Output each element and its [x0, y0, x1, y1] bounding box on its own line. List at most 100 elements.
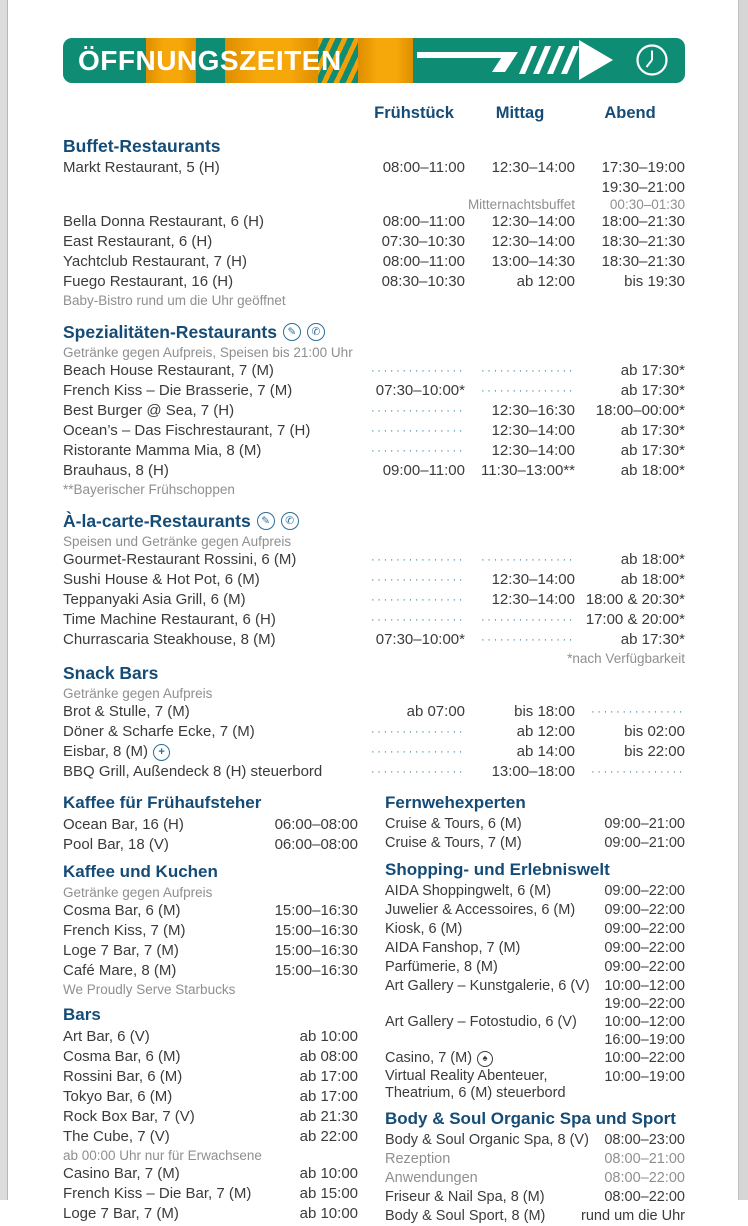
- list-item: Loge 7 Bar, 7 (M) ab 10:00: [63, 1204, 358, 1224]
- plus-circle-icon: +: [153, 743, 171, 761]
- list-item: Anwendungen 08:00–22:00: [385, 1169, 685, 1188]
- time-mittag: 12:30–14:00: [491, 213, 575, 230]
- venue-time: ab 21:30: [299, 1108, 358, 1125]
- venue-time: 08:00–22:00: [604, 1170, 685, 1186]
- time-abend: ab 17:30*: [620, 422, 685, 439]
- table-row: Teppanyaki Asia Grill, 6 (M) ············…: [63, 590, 685, 610]
- venue-time: 15:00–16:30: [274, 962, 358, 979]
- table-row: Beach House Restaurant, 7 (M) ···········…: [63, 361, 685, 381]
- venue-name: AIDA Fanshop, 7 (M): [385, 940, 521, 956]
- venue-name: Body & Soul Organic Spa, 8 (V): [385, 1132, 589, 1148]
- venue-name: Pool Bar, 18 (V): [63, 836, 169, 853]
- section-title-kaffee-und-kuchen: Kaffee und Kuchen: [63, 862, 218, 881]
- time-abend: ab 17:30*: [620, 442, 685, 459]
- venue-name: Time Machine Restaurant, 6 (H): [63, 611, 276, 628]
- clock-icon: [636, 44, 668, 76]
- time-abend: 18:00–00:00*: [595, 402, 685, 419]
- time-abend: ab 17:30*: [620, 382, 685, 399]
- venue-name: Yachtclub Restaurant, 7 (H): [63, 253, 247, 270]
- section-title-bars: Bars: [63, 1005, 101, 1024]
- closed-dots: ···············: [481, 385, 575, 397]
- section-subtitle: Getränke gegen Aufpreis, Speisen bis 21:…: [63, 345, 353, 360]
- venue-time: 09:00–22:00: [604, 940, 685, 956]
- orange-band: [358, 38, 413, 83]
- section-note: Baby-Bistro rund um die Uhr geöffnet: [63, 293, 286, 308]
- venue-name: Ocean’s – Das Fischrestaurant, 7 (H): [63, 422, 311, 439]
- time-abend: 00:30–01:30: [609, 197, 685, 212]
- venue-name: Cosma Bar, 6 (M): [63, 902, 181, 919]
- page-right-edge: [738, 0, 748, 1200]
- venue-name: Gourmet-Restaurant Rossini, 6 (M): [63, 551, 297, 568]
- table-row: Ocean’s – Das Fischrestaurant, 7 (H) ····…: [63, 421, 685, 441]
- bottom-columns: Kaffee für Frühaufsteher Ocean Bar, 16 (…: [63, 786, 685, 1226]
- section-title-spezialitaeten-restaurants: Spezialitäten-Restaurants ✎ ✆: [63, 321, 685, 343]
- venue-time: 06:00–08:00: [274, 836, 358, 853]
- venue-time: 08:00–22:00: [604, 1189, 685, 1205]
- venue-name: French Kiss – Die Brasserie, 7 (M): [63, 382, 293, 399]
- page-title: ÖFFNUNGSZEITEN: [78, 44, 342, 76]
- list-item: Cruise & Tours, 6 (M) 09:00–21:00: [385, 815, 685, 834]
- list-item: Cosma Bar, 6 (M) ab 08:00: [63, 1047, 358, 1067]
- venue-time-2: 19:00–22:00: [604, 996, 685, 1012]
- venue-name: Kiosk, 6 (M): [385, 921, 463, 937]
- venue-name: Bella Donna Restaurant, 6 (H): [63, 213, 264, 230]
- list-item: Friseur & Nail Spa, 8 (M) 08:00–22:00: [385, 1188, 685, 1207]
- time-abend: ab 17:30*: [620, 631, 685, 648]
- venue-name: Art Bar, 6 (V): [63, 1028, 150, 1045]
- venue-time: 10:00–22:00: [604, 1050, 685, 1066]
- table-row: 19:30–21:00: [63, 178, 685, 197]
- venue-name: Rock Box Bar, 7 (V): [63, 1108, 195, 1125]
- venue-name: Casino, 7 (M): [385, 1050, 473, 1066]
- time-column-headers: Frühstück Mittag Abend: [63, 103, 685, 123]
- availability-footnote: *nach Verfügbarkeit: [567, 651, 685, 666]
- venue-name: The Cube, 7 (V): [63, 1128, 170, 1145]
- time-abend: ab 18:00*: [620, 462, 685, 479]
- list-item: Casino, 7 (M) ♠ 10:00–22:00: [385, 1049, 685, 1068]
- closed-dots: ···············: [371, 726, 465, 738]
- table-row: Brauhaus, 8 (H) 09:00–11:00 11:30–13:00** a…: [63, 461, 685, 481]
- list-item: Rock Box Bar, 7 (V) ab 21:30: [63, 1107, 358, 1127]
- table-row: French Kiss – Die Brasserie, 7 (M) 07:30–…: [63, 381, 685, 401]
- section-title-body-soul-spa-sport: Body & Soul Organic Spa und Sport: [385, 1109, 676, 1128]
- orange-band: [146, 38, 196, 83]
- list-item: Café Mare, 8 (M) 15:00–16:30: [63, 961, 358, 981]
- hatch-stripes-decoration: [318, 38, 358, 83]
- table-row: Markt Restaurant, 5 (H) 08:00–11:00 12:30–…: [63, 158, 685, 178]
- time-mittag: 12:30–14:00: [491, 571, 575, 588]
- pencil-circle-icon: ✎: [256, 512, 275, 530]
- bottom-right-column: Fernwehexperten Cruise & Tours, 6 (M) 09:…: [385, 786, 685, 1226]
- venue-time: 08:00–21:00: [604, 1151, 685, 1167]
- venue-time: 09:00–22:00: [604, 883, 685, 899]
- time-fruehstueck: 07:30–10:00*: [375, 631, 465, 648]
- venue-name: East Restaurant, 6 (H): [63, 233, 213, 250]
- section-title-kaffee-fruehaufsteher: Kaffee für Frühaufsteher: [63, 793, 262, 812]
- venue-name: BBQ Grill, Außendeck 8 (H) steuerbord: [63, 763, 323, 780]
- list-item: Cosma Bar, 6 (M) 15:00–16:30: [63, 901, 358, 921]
- venue-name: Tokyo Bar, 6 (M): [63, 1088, 173, 1105]
- list-item: Art Bar, 6 (V) ab 10:00: [63, 1027, 358, 1047]
- table-row: Fuego Restaurant, 16 (H) 08:30–10:30 ab 12…: [63, 272, 685, 292]
- adults-only-note: ab 00:00 Uhr nur für Erwachsene: [63, 1148, 262, 1163]
- section-title-buffet-restaurants: Buffet-Restaurants: [63, 136, 221, 156]
- venue-name: Best Burger @ Sea, 7 (H): [63, 402, 235, 419]
- section-title-fernwehexperten: Fernwehexperten: [385, 793, 526, 812]
- list-item: Art Gallery – Kunstgalerie, 6 (V) 10:00–1…: [385, 977, 685, 1013]
- list-item: Pool Bar, 18 (V) 06:00–08:00: [63, 835, 358, 855]
- venue-time: ab 22:00: [299, 1128, 358, 1145]
- list-item: AIDA Shoppingwelt, 6 (M) 09:00–22:00: [385, 882, 685, 901]
- venue-name: Friseur & Nail Spa, 8 (M): [385, 1189, 545, 1205]
- closed-dots: ···············: [371, 594, 465, 606]
- venue-time: 15:00–16:30: [274, 942, 358, 959]
- venue-name: Parfümerie, 8 (M): [385, 959, 498, 975]
- list-item: Kiosk, 6 (M) 09:00–22:00: [385, 920, 685, 939]
- section-subtitle: Getränke gegen Aufpreis: [63, 885, 213, 900]
- venue-time: 06:00–08:00: [274, 816, 358, 833]
- time-mittag: ab 12:00: [516, 273, 575, 290]
- time-abend: bis 19:30: [624, 273, 685, 290]
- venue-name: Loge 7 Bar, 7 (M): [63, 1205, 179, 1222]
- venue-time: ab 10:00: [299, 1165, 358, 1182]
- list-item: Casino Bar, 7 (M) ab 10:00: [63, 1164, 358, 1184]
- time-fruehstueck: 08:00–11:00: [382, 253, 465, 270]
- table-row: Best Burger @ Sea, 7 (H) ··············· 1…: [63, 401, 685, 421]
- spade-circle-icon: ♠: [477, 1050, 494, 1067]
